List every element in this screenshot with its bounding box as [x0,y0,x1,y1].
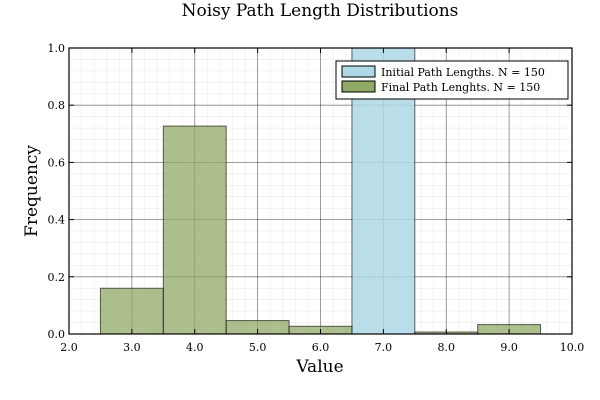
histogram-bar-series-1-bin-1 [162,125,227,335]
legend-label: Initial Path Lengths. N = 150 [381,66,545,79]
y-axis-label: Frequency [22,145,42,237]
y-tick-label: 0.4 [48,214,66,227]
legend-swatch [341,80,376,93]
legend-swatch [341,65,376,78]
x-tick-label: 4.0 [186,341,204,354]
x-axis-label: Value [295,357,343,377]
y-tick-label: 1.0 [48,42,66,55]
x-tick-label: 5.0 [249,341,267,354]
y-tick-label: 0.6 [48,156,66,169]
histogram-bar-series-1-bin-0 [99,287,164,335]
x-tick-label: 7.0 [375,341,393,354]
x-tick-label: 10.0 [560,341,585,354]
x-tick-label: 3.0 [123,341,141,354]
x-tick-label: 2.0 [60,341,78,354]
y-tick-label: 0.0 [48,328,66,341]
x-tick-label: 8.0 [438,341,456,354]
axes: 2.0 3.0 4.0 5.0 6.0 7.0 8.0 9.0 10.0 0.0 0.2 0.4 0.6… [48,42,585,354]
y-tick-label: 0.8 [48,99,66,112]
x-tick-label: 6.0 [312,341,330,354]
chart-title: Noisy Path Length Distributions [182,1,459,21]
legend: Initial Path Lengths. N = 150 Final Path … [335,60,569,100]
y-tick-label: 0.2 [48,271,66,284]
x-tick-label: 9.0 [500,341,518,354]
legend-label: Final Path Lenghts. N = 150 [381,81,540,94]
